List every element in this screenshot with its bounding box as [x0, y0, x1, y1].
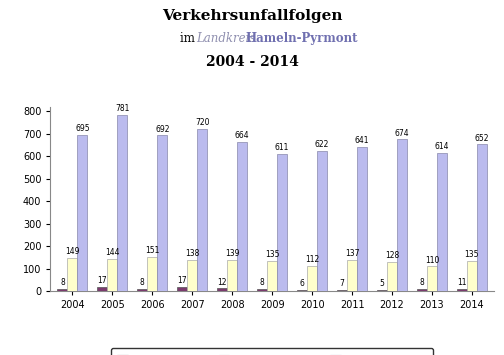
Text: 622: 622	[315, 140, 329, 149]
Bar	[217, 288, 227, 291]
Bar	[457, 289, 467, 291]
Bar	[137, 289, 147, 291]
Text: 135: 135	[465, 250, 479, 259]
Bar	[107, 259, 117, 291]
Text: 692: 692	[155, 125, 169, 133]
Bar	[347, 260, 357, 291]
Text: 611: 611	[275, 143, 289, 152]
Text: 720: 720	[195, 118, 210, 127]
Text: 2004 - 2014: 2004 - 2014	[206, 55, 298, 69]
Text: 128: 128	[385, 251, 399, 261]
Text: 11: 11	[457, 278, 467, 287]
Bar	[97, 287, 107, 291]
Text: 139: 139	[225, 249, 239, 258]
Bar	[417, 289, 427, 291]
Text: 17: 17	[177, 277, 187, 285]
Text: 138: 138	[185, 249, 200, 258]
Bar	[227, 260, 237, 291]
Text: 641: 641	[355, 136, 369, 145]
Bar	[187, 260, 197, 291]
Text: 149: 149	[65, 247, 80, 256]
Text: 8: 8	[140, 279, 145, 288]
Bar	[177, 287, 187, 291]
Text: 17: 17	[98, 277, 107, 285]
Text: 12: 12	[217, 278, 227, 286]
Text: 652: 652	[475, 133, 489, 142]
Text: Hameln-Pyrmont: Hameln-Pyrmont	[246, 32, 358, 45]
Bar	[387, 262, 397, 291]
Bar	[477, 144, 487, 291]
Bar	[117, 115, 128, 291]
Bar	[357, 147, 367, 291]
Text: im: im	[180, 32, 199, 45]
Text: Verkehrsunfallfolgen: Verkehrsunfallfolgen	[162, 9, 342, 23]
Text: 110: 110	[425, 256, 439, 264]
Text: 151: 151	[145, 246, 159, 255]
Text: 112: 112	[305, 255, 319, 264]
Bar	[237, 142, 247, 291]
Text: 664: 664	[235, 131, 249, 140]
Text: 5: 5	[380, 279, 385, 288]
Bar	[397, 140, 407, 291]
Bar	[197, 129, 207, 291]
Text: 8: 8	[420, 279, 424, 288]
Bar	[147, 257, 157, 291]
Bar	[427, 266, 437, 291]
Text: Landkreis: Landkreis	[197, 32, 260, 45]
Text: 7: 7	[340, 279, 345, 288]
Text: 8: 8	[60, 279, 65, 288]
Legend: Tödl. Verletzte, Schwerverletzte, Leichtverletzte: Tödl. Verletzte, Schwerverletzte, Leicht…	[111, 348, 433, 355]
Text: 137: 137	[345, 250, 359, 258]
Text: 695: 695	[75, 124, 90, 133]
Bar	[437, 153, 447, 291]
Text: 614: 614	[435, 142, 449, 151]
Bar	[297, 290, 307, 291]
Bar	[157, 135, 167, 291]
Bar	[317, 151, 327, 291]
Bar	[78, 135, 87, 291]
Text: 8: 8	[260, 279, 265, 288]
Bar	[307, 266, 317, 291]
Text: 781: 781	[115, 104, 130, 114]
Text: 6: 6	[300, 279, 304, 288]
Bar	[57, 289, 68, 291]
Text: 135: 135	[265, 250, 279, 259]
Bar	[377, 290, 387, 291]
Text: 144: 144	[105, 248, 119, 257]
Bar	[277, 154, 287, 291]
Bar	[257, 289, 267, 291]
Bar	[267, 261, 277, 291]
Bar	[467, 261, 477, 291]
Bar	[337, 290, 347, 291]
Text: 674: 674	[395, 129, 409, 138]
Bar	[68, 258, 78, 291]
